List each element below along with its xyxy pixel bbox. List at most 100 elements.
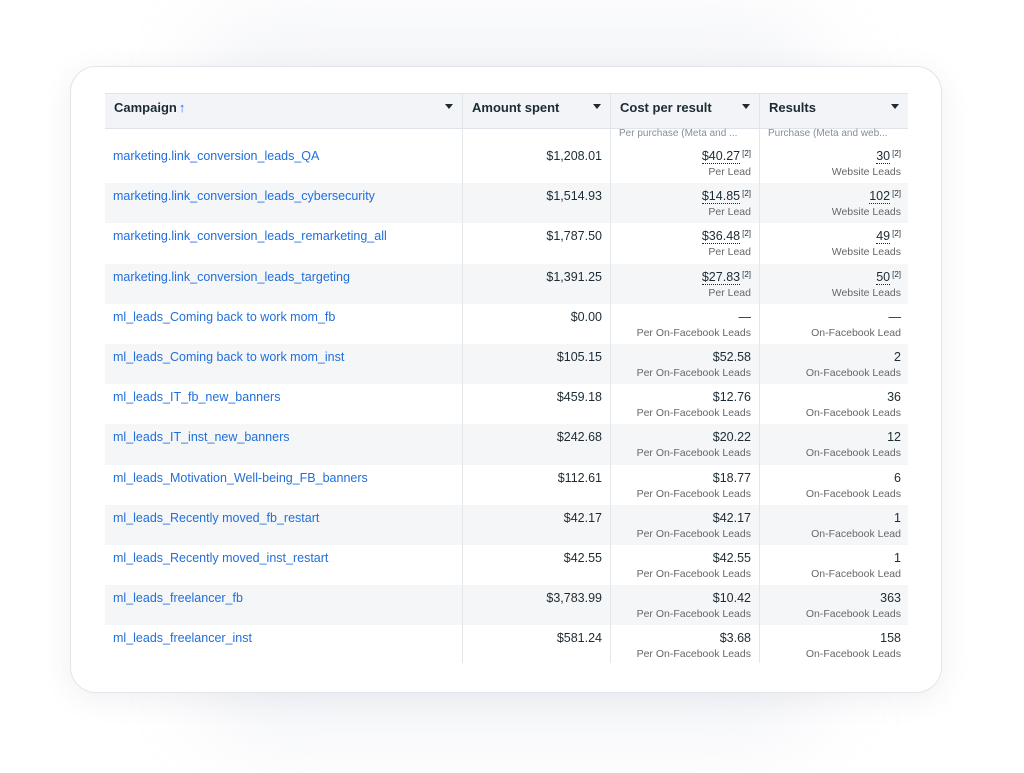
footnote-marker[interactable]: [2] bbox=[892, 149, 901, 158]
cell-amount-spent: $42.17 bbox=[463, 504, 611, 545]
chevron-down-icon[interactable] bbox=[445, 104, 453, 109]
results-value[interactable]: 49 bbox=[876, 229, 891, 245]
campaign-name-link[interactable]: ml_leads_Recently moved_fb_restart bbox=[113, 510, 320, 525]
amount-spent-value: $1,391.25 bbox=[546, 269, 602, 284]
footnote-marker[interactable]: [2] bbox=[742, 189, 751, 199]
campaign-name-link[interactable]: marketing.link_conversion_leads_targetin… bbox=[113, 269, 350, 284]
amount-spent-value: $581.24 bbox=[556, 631, 602, 646]
results-value: 1 bbox=[894, 550, 901, 565]
campaign-name-link[interactable]: ml_leads_freelancer_inst bbox=[113, 631, 252, 646]
campaign-name-link[interactable]: ml_leads_IT_inst_new_banners bbox=[113, 430, 290, 445]
cost-per-result-label: Per On-Facebook Leads bbox=[636, 487, 751, 500]
cost-per-result-value: $20.22 bbox=[712, 430, 751, 445]
results-value[interactable]: 30 bbox=[876, 149, 891, 164]
cost-per-result-value[interactable]: $14.85 bbox=[701, 189, 741, 205]
results-value-wrap: 102 [2] bbox=[768, 189, 901, 205]
table-row[interactable]: ml_leads_Motivation_Well-being_FB_banner… bbox=[105, 464, 908, 505]
footnote-marker[interactable]: [2] bbox=[742, 229, 751, 239]
results-value[interactable]: 50 bbox=[876, 269, 891, 285]
table-row[interactable]: ml_leads_freelancer_fb $3,783.99 $10.42 Per… bbox=[105, 585, 908, 626]
campaign-name-link[interactable]: marketing.link_conversion_leads_cybersec… bbox=[113, 189, 375, 204]
table-row[interactable]: ml_leads_Coming back to work mom_fb $0.00… bbox=[105, 303, 908, 344]
cost-per-result-label: Per On-Facebook Leads bbox=[636, 527, 751, 540]
cell-amount-spent: $1,787.50 bbox=[463, 223, 611, 264]
cost-value-wrap: $42.17 bbox=[619, 511, 751, 525]
cost-per-result-label: Per Lead bbox=[708, 206, 751, 219]
amount-spent-value: $112.61 bbox=[557, 470, 602, 485]
footnote-marker[interactable]: [2] bbox=[742, 149, 751, 158]
campaign-name-link[interactable]: ml_leads_Recently moved_inst_restart bbox=[113, 550, 329, 565]
header-cost-label: Cost per result bbox=[620, 100, 712, 115]
campaign-name-link[interactable]: ml_leads_Coming back to work mom_fb bbox=[113, 309, 336, 324]
header-amount-label: Amount spent bbox=[472, 100, 560, 115]
table-row[interactable]: marketing.link_conversion_leads_targetin… bbox=[105, 263, 908, 304]
results-value-wrap: 158 bbox=[768, 631, 901, 645]
results-value: 158 bbox=[880, 631, 901, 646]
cell-campaign: ml_leads_freelancer_inst bbox=[105, 625, 463, 663]
cost-value-wrap: $36.48 [2] bbox=[619, 229, 751, 245]
table-header: Campaign ↑ Amount spent Cost per result R… bbox=[105, 93, 908, 129]
cell-amount-spent: $242.68 bbox=[463, 424, 611, 465]
cell-amount-spent: $1,208.01 bbox=[463, 143, 611, 184]
results-label: Website Leads bbox=[831, 246, 901, 259]
cell-campaign: ml_leads_Motivation_Well-being_FB_banner… bbox=[105, 464, 463, 505]
results-value-wrap: 6 bbox=[768, 471, 901, 485]
cell-results: 1 On-Facebook Lead bbox=[760, 505, 908, 545]
chevron-down-icon[interactable] bbox=[742, 104, 750, 109]
table-row[interactable]: ml_leads_IT_fb_new_banners $459.18 $12.76 P… bbox=[105, 384, 908, 425]
cost-per-result-value: $12.76 bbox=[712, 390, 751, 405]
amount-spent-value: $42.55 bbox=[563, 550, 602, 565]
cell-cost-per-result: $10.42 Per On-Facebook Leads bbox=[611, 585, 760, 626]
campaign-name-link[interactable]: marketing.link_conversion_leads_QA bbox=[113, 149, 320, 163]
results-value[interactable]: 102 bbox=[869, 189, 891, 205]
header-amount-spent[interactable]: Amount spent bbox=[463, 94, 611, 128]
header-results[interactable]: Results bbox=[760, 94, 908, 128]
header-results-label: Results bbox=[769, 100, 816, 115]
campaign-name-link[interactable]: ml_leads_IT_fb_new_banners bbox=[113, 390, 281, 405]
results-label: On-Facebook Lead bbox=[811, 527, 901, 540]
chevron-down-icon[interactable] bbox=[593, 104, 601, 109]
amount-spent-value: $459.18 bbox=[556, 390, 602, 405]
results-label: On-Facebook Leads bbox=[805, 648, 901, 661]
table-row[interactable]: marketing.link_conversion_leads_remarket… bbox=[105, 223, 908, 264]
footnote-marker[interactable]: [2] bbox=[892, 189, 901, 199]
table-row[interactable]: marketing.link_conversion_leads_QA $1,208… bbox=[105, 143, 908, 184]
cell-amount-spent: $3,783.99 bbox=[463, 585, 611, 626]
cell-cost-per-result: $52.58 Per On-Facebook Leads bbox=[611, 343, 760, 385]
footnote-marker[interactable]: [2] bbox=[892, 269, 901, 279]
cost-per-result-value[interactable]: $36.48 bbox=[701, 229, 741, 245]
cell-cost-per-result: $18.77 Per On-Facebook Leads bbox=[611, 464, 760, 505]
campaign-name-link[interactable]: marketing.link_conversion_leads_remarket… bbox=[113, 229, 387, 244]
cost-per-result-value[interactable]: $40.27 bbox=[701, 149, 741, 164]
cost-per-result-label: Per On-Facebook Leads bbox=[636, 326, 751, 339]
footnote-marker[interactable]: [2] bbox=[892, 229, 901, 239]
results-label: On-Facebook Leads bbox=[805, 608, 901, 621]
cell-results: 6 On-Facebook Leads bbox=[760, 465, 908, 505]
table-row[interactable]: marketing.link_conversion_leads_cybersec… bbox=[105, 183, 908, 224]
header-campaign[interactable]: Campaign ↑ bbox=[105, 94, 463, 128]
results-value: 6 bbox=[894, 470, 901, 485]
footnote-marker[interactable]: [2] bbox=[742, 269, 751, 279]
amount-spent-value: $105.15 bbox=[556, 349, 602, 364]
cell-campaign: marketing.link_conversion_leads_QA bbox=[105, 143, 463, 184]
cost-per-result-value[interactable]: $27.83 bbox=[701, 269, 741, 285]
cell-cost-per-result: $20.22 Per On-Facebook Leads bbox=[611, 424, 760, 465]
cell-results: 30 [2] Website Leads bbox=[760, 143, 908, 183]
table-row[interactable]: ml_leads_Recently moved_fb_restart $42.17… bbox=[105, 504, 908, 545]
cost-per-result-value: $42.17 bbox=[712, 510, 751, 525]
results-value-wrap: 1 bbox=[768, 511, 901, 525]
chevron-down-icon[interactable] bbox=[891, 104, 899, 109]
sort-ascending-icon[interactable]: ↑ bbox=[178, 100, 186, 115]
table-row[interactable]: ml_leads_Recently moved_inst_restart $42.… bbox=[105, 544, 908, 586]
header-cost-per-result[interactable]: Cost per result bbox=[611, 94, 760, 128]
campaign-name-link[interactable]: ml_leads_Coming back to work mom_inst bbox=[113, 349, 345, 364]
results-label: Website Leads bbox=[831, 286, 901, 299]
table-row[interactable]: ml_leads_IT_inst_new_banners $242.68 $20.2… bbox=[105, 424, 908, 465]
table-row[interactable]: ml_leads_Coming back to work mom_inst $10… bbox=[105, 343, 908, 385]
cost-per-result-label: Per On-Facebook Leads bbox=[636, 407, 751, 420]
results-value-wrap: — bbox=[768, 310, 902, 324]
table-row[interactable]: ml_leads_freelancer_inst $581.24 $3.68 Per … bbox=[105, 625, 908, 663]
cell-amount-spent: $0.00 bbox=[463, 303, 611, 344]
campaign-name-link[interactable]: ml_leads_Motivation_Well-being_FB_banner… bbox=[113, 470, 368, 485]
campaign-name-link[interactable]: ml_leads_freelancer_fb bbox=[113, 591, 243, 606]
